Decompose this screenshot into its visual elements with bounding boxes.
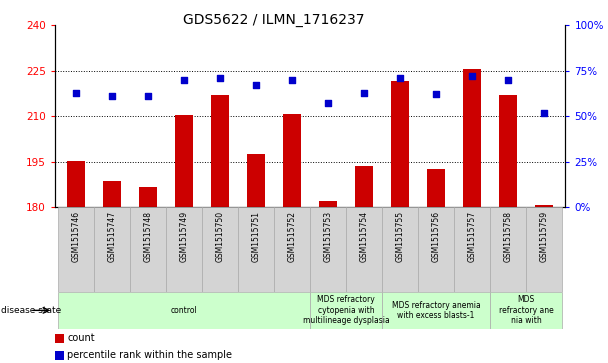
Point: [215, 75, 225, 81]
Text: GSM1515749: GSM1515749: [180, 211, 188, 262]
Point: [359, 90, 369, 95]
Text: GSM1515752: GSM1515752: [288, 211, 297, 262]
Text: disease state: disease state: [1, 306, 61, 315]
Text: percentile rank within the sample: percentile rank within the sample: [67, 350, 232, 360]
Bar: [130, 207, 166, 292]
Bar: [274, 207, 310, 292]
Point: [287, 77, 297, 83]
Bar: [58, 292, 310, 329]
Bar: [463, 69, 481, 207]
Bar: [490, 207, 526, 292]
Text: GSM1515756: GSM1515756: [432, 211, 440, 262]
Bar: [310, 292, 382, 329]
Text: GSM1515758: GSM1515758: [503, 211, 513, 262]
Bar: [55, 334, 64, 343]
Bar: [382, 292, 490, 329]
Text: MDS
refractory ane
nia with: MDS refractory ane nia with: [499, 295, 553, 325]
Bar: [67, 161, 85, 207]
Bar: [427, 169, 445, 207]
Bar: [490, 292, 562, 329]
Text: GSM1515755: GSM1515755: [395, 211, 404, 262]
Bar: [382, 207, 418, 292]
Text: GSM1515746: GSM1515746: [72, 211, 81, 262]
Point: [251, 82, 261, 88]
Bar: [346, 207, 382, 292]
Bar: [94, 207, 130, 292]
Bar: [355, 166, 373, 207]
Point: [143, 93, 153, 99]
Text: GSM1515754: GSM1515754: [359, 211, 368, 262]
Bar: [211, 95, 229, 207]
Bar: [55, 351, 64, 360]
Bar: [139, 187, 157, 207]
Bar: [454, 207, 490, 292]
Point: [467, 73, 477, 79]
Point: [395, 75, 405, 81]
Bar: [418, 207, 454, 292]
Text: GSM1515750: GSM1515750: [216, 211, 225, 262]
Bar: [391, 81, 409, 207]
Text: GSM1515757: GSM1515757: [468, 211, 477, 262]
Bar: [319, 201, 337, 207]
Bar: [103, 181, 121, 207]
Bar: [499, 95, 517, 207]
Bar: [58, 207, 94, 292]
Point: [323, 101, 333, 106]
Point: [539, 110, 549, 115]
Bar: [283, 114, 301, 207]
Text: MDS refractory
cytopenia with
multilineage dysplasia: MDS refractory cytopenia with multilinea…: [303, 295, 389, 325]
Bar: [310, 207, 346, 292]
Text: count: count: [67, 333, 95, 343]
Bar: [238, 207, 274, 292]
Bar: [526, 207, 562, 292]
Point: [108, 93, 117, 99]
Point: [179, 77, 189, 83]
Bar: [535, 205, 553, 207]
Bar: [175, 115, 193, 207]
Point: [431, 91, 441, 97]
Bar: [247, 154, 265, 207]
Text: GSM1515748: GSM1515748: [143, 211, 153, 262]
Text: GSM1515747: GSM1515747: [108, 211, 117, 262]
Point: [503, 77, 513, 83]
Text: control: control: [171, 306, 198, 315]
Bar: [166, 207, 202, 292]
Bar: [202, 207, 238, 292]
Point: [71, 90, 81, 95]
Text: GSM1515751: GSM1515751: [252, 211, 261, 262]
Text: GDS5622 / ILMN_1716237: GDS5622 / ILMN_1716237: [183, 13, 364, 27]
Text: MDS refractory anemia
with excess blasts-1: MDS refractory anemia with excess blasts…: [392, 301, 480, 320]
Text: GSM1515759: GSM1515759: [539, 211, 548, 262]
Text: GSM1515753: GSM1515753: [323, 211, 333, 262]
